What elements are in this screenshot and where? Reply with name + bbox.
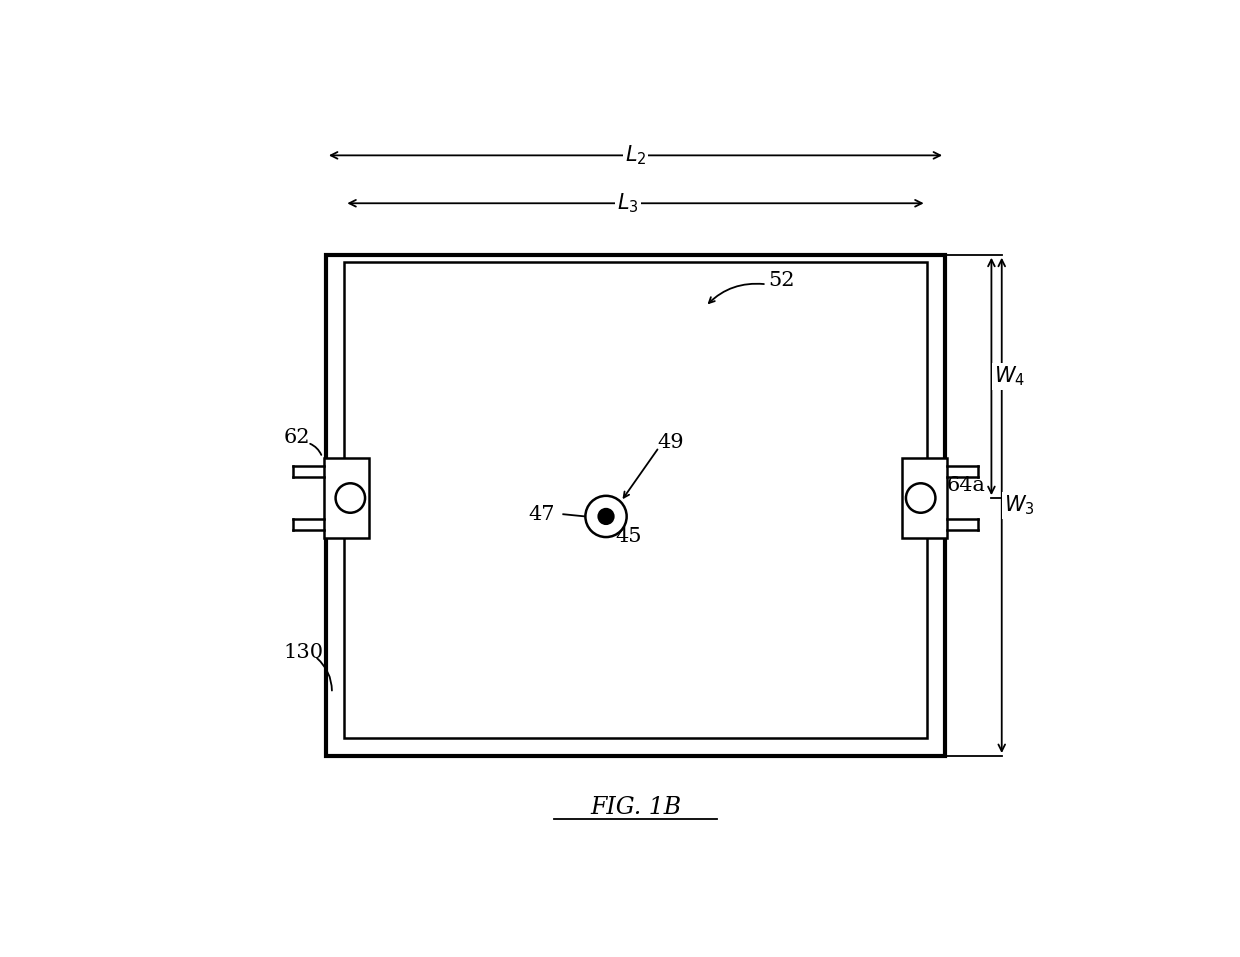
Text: 49: 49	[657, 433, 684, 452]
Circle shape	[599, 509, 614, 523]
Text: $W_3$: $W_3$	[1004, 494, 1034, 517]
Text: 45: 45	[615, 527, 642, 545]
Circle shape	[585, 496, 626, 537]
Circle shape	[906, 483, 935, 513]
Text: $L_2$: $L_2$	[625, 144, 646, 167]
Text: 130: 130	[283, 643, 324, 662]
Text: $L_3$: $L_3$	[618, 191, 639, 215]
Text: 47: 47	[528, 504, 554, 523]
Bar	[324, 458, 370, 538]
Bar	[901, 458, 947, 538]
Text: FIG. 1B: FIG. 1B	[590, 796, 681, 819]
Bar	[345, 262, 926, 738]
Text: 62: 62	[283, 428, 310, 447]
Text: 52: 52	[768, 271, 795, 290]
Bar	[326, 255, 945, 756]
Text: 64a: 64a	[946, 476, 986, 495]
Text: $W_4$: $W_4$	[993, 365, 1024, 389]
Circle shape	[336, 483, 365, 513]
